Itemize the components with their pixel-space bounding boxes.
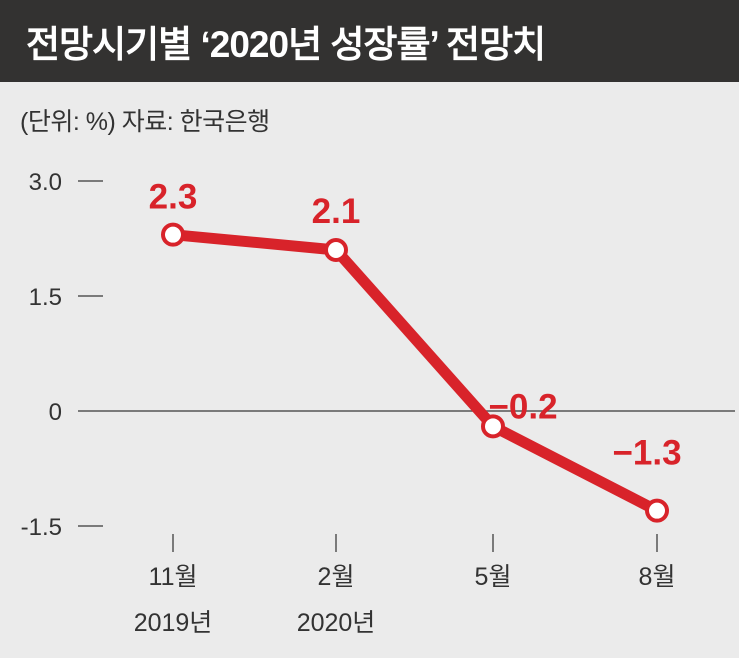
y-tick-label: 1.5	[29, 284, 62, 311]
data-value-label: 2.3	[149, 178, 198, 217]
data-value-label: −0.2	[488, 387, 557, 426]
x-tick-label: 2월	[318, 563, 355, 591]
y-tick-label: 3.0	[29, 169, 62, 196]
y-tick-label: 0	[49, 399, 62, 426]
chart-title: 전망시기별 ‘2020년 성장률’ 전망치	[0, 0, 739, 82]
unit-source-note: (단위: %) 자료: 한국은행	[20, 108, 270, 136]
data-point-marker	[481, 414, 505, 439]
data-point-marker	[324, 238, 348, 262]
data-point-marker	[161, 222, 185, 247]
x-tick-label: 8월	[639, 563, 676, 591]
x-tick-label: 5월	[475, 563, 512, 591]
data-value-label: 2.1	[312, 192, 361, 231]
x-tick-label-year: 2020년	[297, 609, 376, 637]
data-value-label: −1.3	[612, 434, 681, 473]
x-tick-label: 11월	[149, 563, 198, 591]
x-tick-label-year: 2019년	[134, 609, 213, 637]
y-tick-label: -1.5	[21, 514, 62, 541]
series-line	[167, 229, 663, 517]
data-point-marker	[645, 498, 669, 523]
